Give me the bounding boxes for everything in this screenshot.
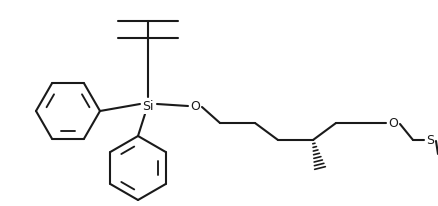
Text: S: S bbox=[426, 133, 434, 146]
Text: Si: Si bbox=[142, 99, 154, 112]
Text: O: O bbox=[190, 99, 200, 112]
Text: O: O bbox=[388, 117, 398, 130]
